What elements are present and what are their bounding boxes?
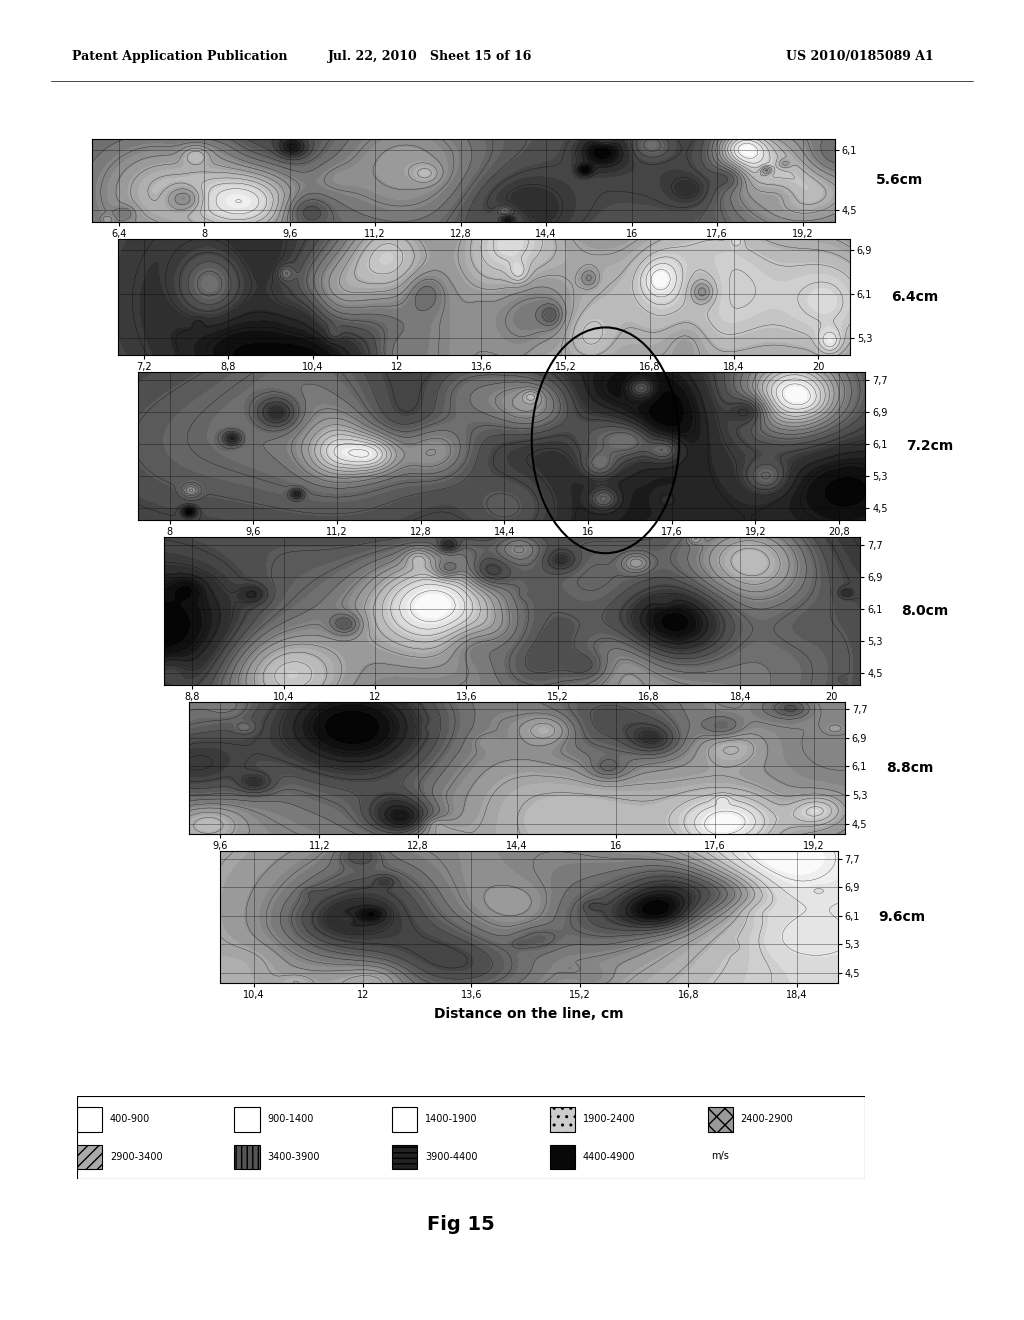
- Bar: [708, 1107, 733, 1131]
- Text: 3900-4400: 3900-4400: [425, 1152, 478, 1162]
- Text: m/s: m/s: [712, 1151, 729, 1162]
- Text: 7.2cm: 7.2cm: [906, 440, 953, 453]
- Text: 900-1400: 900-1400: [267, 1114, 314, 1125]
- Text: 4400-4900: 4400-4900: [583, 1152, 636, 1162]
- Text: 6.4cm: 6.4cm: [891, 290, 938, 304]
- Text: 400-900: 400-900: [110, 1114, 151, 1125]
- X-axis label: Distance on the line, cm: Distance on the line, cm: [434, 1007, 624, 1022]
- Text: 2400-2900: 2400-2900: [740, 1114, 794, 1125]
- Bar: [550, 1144, 575, 1170]
- Text: 2900-3400: 2900-3400: [110, 1152, 163, 1162]
- Bar: [77, 1144, 102, 1170]
- Text: 8.8cm: 8.8cm: [886, 762, 933, 775]
- Text: US 2010/0185089 A1: US 2010/0185089 A1: [786, 50, 934, 63]
- Text: 1400-1900: 1400-1900: [425, 1114, 478, 1125]
- Text: 9.6cm: 9.6cm: [879, 911, 926, 924]
- Text: Patent Application Publication: Patent Application Publication: [72, 50, 287, 63]
- Text: Jul. 22, 2010   Sheet 15 of 16: Jul. 22, 2010 Sheet 15 of 16: [328, 50, 532, 63]
- Text: Fig 15: Fig 15: [427, 1216, 495, 1234]
- Text: 3400-3900: 3400-3900: [267, 1152, 321, 1162]
- Bar: [234, 1107, 260, 1131]
- Bar: [550, 1107, 575, 1131]
- Text: 5.6cm: 5.6cm: [876, 173, 923, 187]
- Text: 8.0cm: 8.0cm: [901, 605, 948, 618]
- Bar: [392, 1107, 418, 1131]
- Bar: [392, 1144, 418, 1170]
- Bar: [234, 1144, 260, 1170]
- Bar: [77, 1107, 102, 1131]
- Text: 1900-2400: 1900-2400: [583, 1114, 636, 1125]
